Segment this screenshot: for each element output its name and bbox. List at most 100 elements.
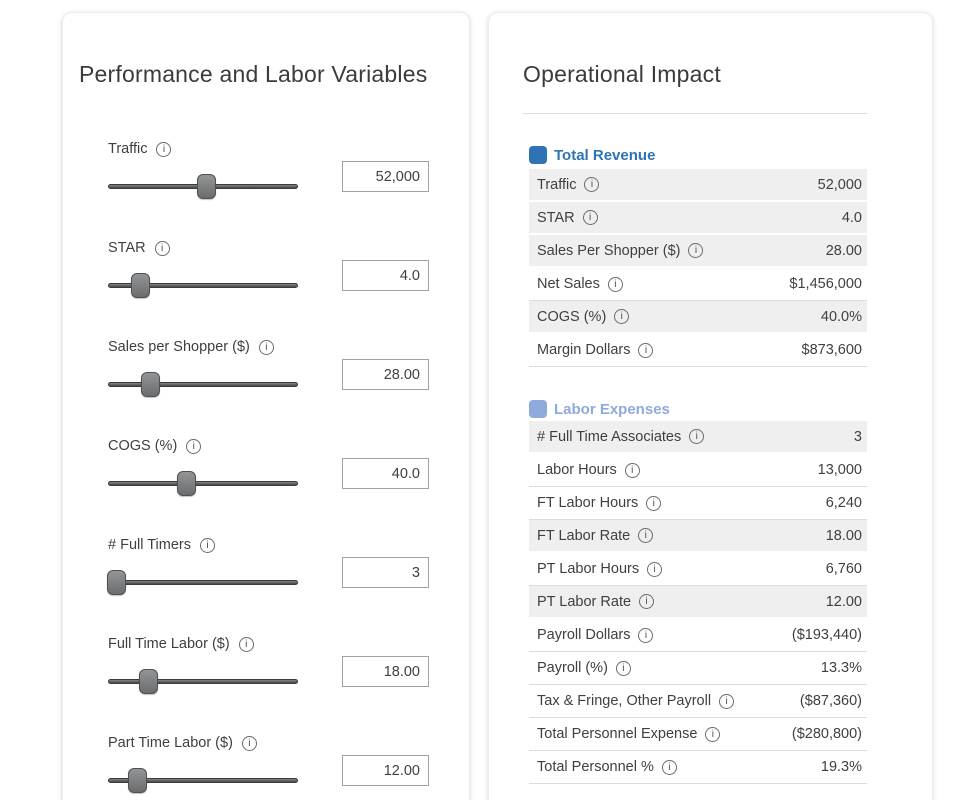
row-value-total-personnel-expense: ($280,800) — [791, 726, 862, 742]
info-icon-payroll[interactable]: i — [615, 660, 631, 676]
table-row-full-time-associates: # Full Time Associates i 3 — [529, 421, 867, 454]
table-row-total-personnel: Total Personnel % i 19.3% — [529, 751, 867, 784]
legend-square-icon-labor-expenses — [529, 400, 547, 418]
row-label-pt-labor-hours: PT Labor Hours i — [537, 561, 663, 577]
section-header-labor-expenses: Labor Expenses — [529, 400, 670, 418]
table-row-labor-hours: Labor Hours i 13,000 — [529, 454, 867, 487]
row-value-traffic: 52,000 — [817, 176, 862, 193]
slider-label-text-cogs: COGS (%) — [108, 438, 178, 454]
slider-group-cogs: COGS (%) i — [108, 438, 429, 518]
table-row-ft-labor-rate: FT Labor Rate i 18.00 — [529, 520, 867, 553]
row-label-ft-labor-rate: FT Labor Rate i — [537, 527, 654, 544]
slider-value-input-traffic[interactable] — [342, 161, 429, 192]
row-label-text-traffic: Traffic — [537, 176, 577, 193]
slider-label-text-traffic: Traffic — [108, 141, 148, 157]
slider-thumb-star[interactable] — [131, 273, 151, 298]
row-label-text-full-time-associates: # Full Time Associates — [537, 428, 682, 445]
info-icon-traffic[interactable]: i — [584, 177, 600, 192]
row-value-payroll: 13.3% — [820, 660, 862, 676]
impact-panel: Operational Impact Total Revenue Traffic i… — [488, 12, 933, 800]
row-label-text-payroll-dollars: Payroll Dollars — [537, 627, 631, 643]
row-label-text-pt-labor-rate: PT Labor Rate — [537, 593, 632, 610]
info-icon-sales-per-shopper[interactable]: i — [688, 243, 704, 258]
table-row-star: STAR i 4.0 — [529, 202, 867, 235]
slider-label-text-full-timers: # Full Timers — [108, 537, 191, 553]
row-label-text-cogs: COGS (%) — [537, 308, 607, 325]
info-icon-star[interactable]: i — [582, 210, 598, 225]
section-header-label-labor-expenses: Labor Expenses — [554, 400, 670, 418]
info-icon-cogs[interactable]: i — [186, 438, 202, 454]
slider-label-full-time-labor: Full Time Labor ($) i — [108, 636, 429, 652]
row-value-labor-hours: 13,000 — [817, 462, 862, 478]
slider-track-cogs[interactable] — [108, 471, 298, 496]
info-icon-net-sales[interactable]: i — [607, 276, 623, 292]
row-value-pt-labor-rate: 12.00 — [825, 593, 862, 610]
slider-group-full-timers: # Full Timers i — [107, 537, 429, 617]
slider-thumb-sales-per-shopper[interactable] — [140, 372, 160, 397]
slider-value-input-full-timers[interactable] — [342, 557, 429, 588]
slider-thumb-full-timers[interactable] — [107, 570, 127, 595]
info-icon-sales-per-shopper[interactable]: i — [258, 339, 274, 355]
slider-thumb-full-time-labor[interactable] — [138, 669, 158, 694]
section-header-total-revenue: Total Revenue — [529, 146, 655, 164]
slider-value-input-full-time-labor[interactable] — [342, 656, 429, 687]
row-value-ft-labor-rate: 18.00 — [825, 527, 862, 544]
table-row-net-sales: Net Sales i $1,456,000 — [529, 268, 867, 301]
title-divider — [523, 113, 867, 114]
slider-track-sales-per-shopper[interactable] — [108, 372, 298, 397]
info-icon-tax-fringe-other-payroll[interactable]: i — [719, 693, 735, 709]
info-icon-pt-labor-rate[interactable]: i — [639, 594, 655, 609]
slider-group-full-time-labor: Full Time Labor ($) i — [108, 636, 429, 716]
row-value-payroll-dollars: ($193,440) — [791, 627, 862, 643]
info-icon-ft-labor-hours[interactable]: i — [646, 495, 662, 511]
row-label-net-sales: Net Sales i — [537, 276, 623, 292]
info-icon-traffic[interactable]: i — [156, 141, 172, 157]
table-row-tax-fringe-other-payroll: Tax & Fringe, Other Payroll i ($87,360) — [529, 685, 867, 718]
slider-track-part-time-labor[interactable] — [108, 768, 298, 793]
slider-track-full-time-labor[interactable] — [108, 669, 298, 694]
table-row-cogs: COGS (%) i 40.0% — [529, 301, 867, 334]
row-label-text-tax-fringe-other-payroll: Tax & Fringe, Other Payroll — [537, 693, 712, 709]
slider-value-input-cogs[interactable] — [342, 458, 429, 489]
info-icon-total-personnel[interactable]: i — [661, 759, 677, 775]
row-label-text-total-personnel-expense: Total Personnel Expense — [537, 726, 698, 742]
info-icon-cogs[interactable]: i — [614, 309, 630, 324]
slider-value-input-part-time-labor[interactable] — [342, 755, 429, 786]
info-icon-payroll-dollars[interactable]: i — [638, 627, 654, 643]
row-label-total-personnel: Total Personnel % i — [537, 759, 677, 775]
slider-track-full-timers[interactable] — [107, 570, 298, 595]
slider-label-star: STAR i — [108, 240, 429, 256]
slider-label-text-full-time-labor: Full Time Labor ($) — [108, 636, 230, 652]
row-label-labor-hours: Labor Hours i — [537, 462, 640, 478]
row-label-text-pt-labor-hours: PT Labor Hours — [537, 561, 640, 577]
row-value-tax-fringe-other-payroll: ($87,360) — [799, 693, 862, 709]
row-value-ft-labor-hours: 6,240 — [825, 495, 862, 511]
slider-value-input-sales-per-shopper[interactable] — [342, 359, 429, 390]
row-label-payroll-dollars: Payroll Dollars i — [537, 627, 654, 643]
row-value-total-personnel: 19.3% — [820, 759, 862, 775]
slider-thumb-cogs[interactable] — [176, 471, 196, 496]
slider-track-traffic[interactable] — [108, 174, 298, 199]
info-icon-full-timers[interactable]: i — [200, 537, 215, 553]
info-icon-pt-labor-hours[interactable]: i — [647, 561, 663, 577]
info-icon-margin-dollars[interactable]: i — [638, 342, 654, 358]
row-label-text-sales-per-shopper: Sales Per Shopper ($) — [537, 242, 681, 259]
slider-group-traffic: Traffic i — [108, 141, 429, 221]
info-icon-part-time-labor[interactable]: i — [241, 735, 257, 751]
slider-track-star[interactable] — [108, 273, 298, 298]
info-icon-total-personnel-expense[interactable]: i — [705, 726, 721, 742]
row-label-total-personnel-expense: Total Personnel Expense i — [537, 726, 721, 742]
info-icon-labor-hours[interactable]: i — [624, 462, 640, 478]
slider-label-text-sales-per-shopper: Sales per Shopper ($) — [108, 339, 250, 355]
row-label-text-ft-labor-rate: FT Labor Rate — [537, 527, 631, 544]
slider-label-traffic: Traffic i — [108, 141, 429, 157]
row-label-text-ft-labor-hours: FT Labor Hours — [537, 495, 639, 511]
info-icon-star[interactable]: i — [154, 240, 170, 256]
info-icon-ft-labor-rate[interactable]: i — [638, 528, 654, 543]
info-icon-full-time-labor[interactable]: i — [238, 636, 254, 652]
slider-thumb-traffic[interactable] — [197, 174, 217, 199]
slider-thumb-part-time-labor[interactable] — [127, 768, 147, 793]
info-icon-full-time-associates[interactable]: i — [689, 429, 705, 444]
row-value-star: 4.0 — [841, 209, 862, 226]
slider-value-input-star[interactable] — [342, 260, 429, 291]
